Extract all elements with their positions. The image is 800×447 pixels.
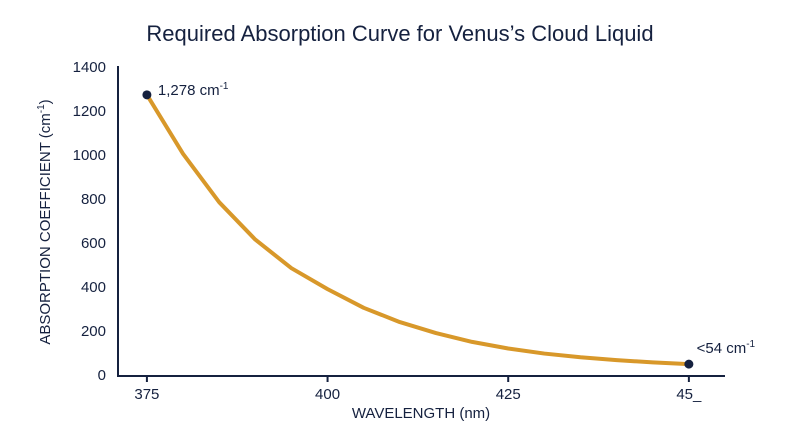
chart-title: Required Absorption Curve for Venus’s Cl… bbox=[146, 21, 653, 46]
y-tick-label: 1200 bbox=[73, 103, 106, 120]
y-axis-label-end: ) bbox=[37, 99, 54, 104]
line bbox=[144, 92, 691, 367]
y-tick-label: 1000 bbox=[73, 147, 106, 164]
y-tick-label: 400 bbox=[81, 279, 106, 296]
point bbox=[684, 359, 694, 369]
y-axis-label: ABSORPTION COEFFICIENT (cm-1) bbox=[36, 99, 54, 344]
x-tick-label: 45_ bbox=[676, 386, 702, 403]
x-tick-label: 375 bbox=[134, 386, 159, 403]
point-label-text: <54 cm bbox=[697, 340, 747, 357]
x-tick-label: 425 bbox=[496, 386, 521, 403]
y-tick-label: 0 bbox=[98, 367, 106, 384]
y-axis-label-sup: -1 bbox=[36, 104, 47, 113]
y-tick-label: 600 bbox=[81, 235, 106, 252]
point-label-sup: -1 bbox=[220, 80, 229, 91]
y-axis-label-text: ABSORPTION COEFFICIENT (cm bbox=[37, 113, 54, 344]
point-label: 1,278 cm-1 bbox=[158, 80, 229, 98]
y-tick-label: 1400 bbox=[73, 59, 106, 76]
y-tick-label: 200 bbox=[81, 323, 106, 340]
point bbox=[142, 90, 152, 100]
point-label: <54 cm-1 bbox=[697, 339, 756, 357]
x-axis-label: WAVELENGTH (nm) bbox=[352, 405, 490, 422]
x-tick-label: 400 bbox=[315, 386, 340, 403]
point-label-sup: -1 bbox=[746, 339, 755, 350]
y-tick-label: 800 bbox=[81, 191, 106, 208]
point-label-text: 1,278 cm bbox=[158, 82, 220, 99]
